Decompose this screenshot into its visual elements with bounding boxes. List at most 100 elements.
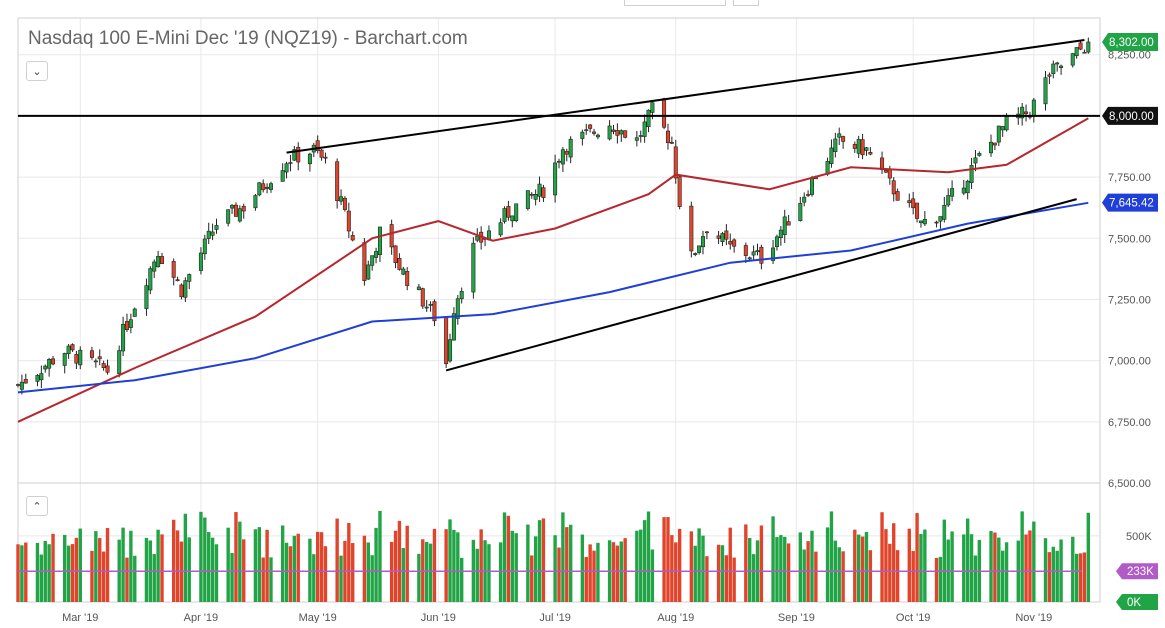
candle-body: [432, 301, 437, 322]
candle-body: [689, 205, 694, 252]
volume-bar: [448, 519, 452, 602]
volume-bar: [133, 555, 137, 602]
volume-bar: [393, 530, 398, 602]
volume-bar: [561, 512, 565, 602]
candle-body: [389, 224, 394, 248]
candle-body: [1051, 63, 1056, 75]
candle-body: [128, 319, 133, 328]
volume-bar: [814, 551, 818, 602]
x-tick-label: Sep '19: [778, 612, 815, 623]
candle-body: [607, 125, 612, 140]
candle-body: [362, 242, 367, 281]
candle-body: [47, 359, 52, 369]
volume-bar: [183, 513, 188, 602]
candle-body: [374, 251, 379, 258]
volume-bar: [759, 525, 764, 602]
candle-body: [802, 196, 807, 203]
volume-bar: [230, 553, 234, 602]
candle-body: [650, 102, 655, 113]
candle-body: [288, 162, 293, 164]
volume-bar: [335, 518, 339, 602]
volume-bar: [265, 529, 269, 602]
volume-bar: [786, 543, 791, 602]
volume-bar: [428, 543, 433, 602]
volume-bar: [374, 527, 378, 602]
candle-body: [144, 285, 149, 309]
volume-bar: [888, 543, 892, 602]
y-tick-label: 7,750.00: [1108, 172, 1151, 184]
volume-bar: [950, 531, 954, 602]
volume-bar: [257, 527, 262, 602]
volume-bar: [51, 533, 55, 602]
candle-body: [1078, 42, 1083, 50]
volume-bar: [646, 511, 651, 602]
volume-bar: [880, 512, 884, 602]
candle-body: [533, 194, 538, 200]
volume-bar: [965, 518, 970, 602]
volume-bar: [261, 557, 265, 602]
candle-body: [156, 255, 161, 268]
candle-body: [1070, 53, 1075, 66]
candle-body: [619, 130, 624, 135]
volume-bar: [351, 543, 355, 602]
candle-body: [323, 156, 328, 159]
volume-bar: [152, 554, 156, 602]
candle-body: [19, 381, 24, 390]
candle-body: [1059, 65, 1064, 69]
volume-bar: [841, 551, 845, 602]
volume-bar: [339, 555, 343, 602]
volume-bar: [693, 545, 697, 602]
volume-bar: [315, 531, 320, 602]
chevron-down-icon[interactable]: ⌄: [26, 61, 48, 81]
volume-bar: [798, 532, 803, 602]
candle-body: [93, 360, 98, 363]
volume-bar: [498, 542, 503, 602]
volume-bar: [234, 512, 238, 602]
candle-body: [864, 147, 869, 151]
candle-body: [922, 219, 927, 225]
candle-body: [315, 140, 320, 151]
candle-body: [720, 233, 725, 242]
last-price-label: 8,302.00: [1109, 37, 1154, 49]
candle-body: [701, 236, 706, 248]
candle-body: [755, 250, 760, 253]
candle-body: [704, 231, 709, 234]
candle-body: [728, 241, 733, 245]
volume-bar: [226, 527, 230, 602]
volume-bar: [460, 557, 464, 602]
y-tick-label: 7,250.00: [1108, 294, 1151, 306]
candle-body: [782, 216, 787, 235]
candle-body: [268, 183, 273, 190]
candle-body: [1082, 51, 1087, 54]
candle-body: [665, 130, 670, 144]
volume-bar: [296, 533, 300, 602]
volume-bar: [160, 534, 164, 602]
volume-bar: [596, 542, 600, 602]
volume-bar: [78, 528, 82, 602]
volume-bar: [907, 528, 911, 602]
candle-body: [350, 235, 355, 241]
candle-body: [786, 221, 791, 226]
volume-bar: [98, 538, 102, 602]
candle-body: [160, 256, 165, 265]
volume-bar: [253, 529, 258, 602]
volume-bar: [537, 520, 542, 602]
volume-bar: [775, 537, 779, 602]
candle-body: [405, 271, 410, 286]
volume-bar: [424, 541, 429, 602]
candle-body: [774, 236, 779, 248]
candle-body: [179, 284, 184, 298]
candle-body: [420, 288, 425, 307]
volume-bar: [280, 525, 285, 602]
chevron-up-icon[interactable]: ⌃: [26, 496, 48, 516]
volume-bar: [35, 542, 40, 602]
volume-bar: [417, 553, 421, 602]
volume-bar: [962, 534, 966, 602]
volume-bar: [502, 512, 507, 602]
volume-bar: [214, 544, 219, 602]
moving-average-red: [17, 117, 1089, 423]
volume-bar: [288, 546, 293, 602]
volume-bar: [915, 513, 919, 602]
candle-body: [475, 235, 480, 241]
